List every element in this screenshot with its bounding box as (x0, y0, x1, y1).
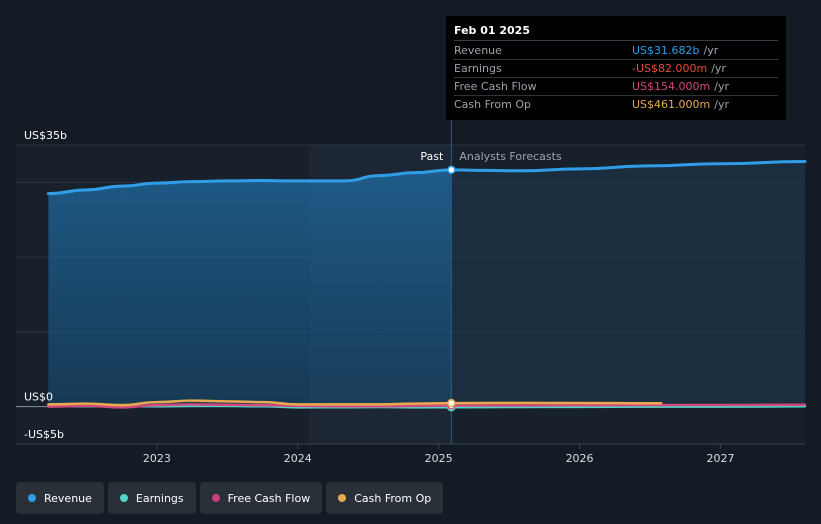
free-cash-flow-line (47, 403, 807, 409)
hover-markers (447, 165, 456, 412)
series-lines (46, 159, 807, 409)
tooltip-date: Feb 01 2025 (454, 22, 778, 41)
tooltip-row-earnings: Earnings -US$82.000m /yr (454, 60, 778, 78)
cash-from-op-line (47, 399, 663, 407)
revenue-area (48, 161, 805, 407)
revenue-area-forecast (451, 161, 805, 407)
legend-dot-icon (28, 494, 36, 502)
tooltip-unit: /yr (714, 80, 729, 93)
revenue-marker (447, 165, 456, 175)
chart-legend: Revenue Earnings Free Cash Flow Cash Fro… (16, 482, 444, 516)
tooltip-value: US$461.000m (632, 98, 711, 111)
legend-label: Cash From Op (354, 491, 432, 505)
y-axis-labels: US$35b US$0 -US$5b (24, 129, 67, 441)
data-tooltip: Feb 01 2025 Revenue US$31.682b /yr Earni… (446, 16, 786, 120)
past-label: Past (420, 150, 444, 163)
x-tick-label: 2025 (425, 452, 453, 465)
x-axis-ticks: 2023 2024 2025 2026 2027 (143, 444, 734, 465)
tooltip-label: Earnings (454, 62, 502, 75)
legend-dot-icon (338, 494, 347, 502)
tooltip-row-cash-from-op: Cash From Op US$461.000m /yr (454, 96, 778, 113)
y-axis-label: US$0 (24, 391, 53, 404)
tooltip-value: US$31.682b (632, 44, 700, 57)
tooltip-value: US$154.000m (632, 80, 711, 93)
legend-label: Free Cash Flow (227, 491, 311, 505)
legend-dot-icon (211, 494, 220, 502)
legend-dot-icon (119, 494, 128, 502)
y-axis-label: -US$5b (24, 428, 64, 441)
forecast-label: Analysts Forecasts (459, 150, 562, 163)
x-tick-label: 2026 (566, 452, 594, 465)
x-tick-label: 2023 (143, 452, 171, 465)
tooltip-value: -US$82.000m (632, 62, 708, 75)
tooltip-label: Revenue (454, 44, 502, 57)
x-tick-label: 2027 (706, 452, 734, 465)
x-tick-label: 2024 (284, 452, 312, 465)
tooltip-unit: /yr (711, 62, 726, 75)
legend-label: Revenue (44, 491, 92, 505)
financial-chart: Past Analysts Forecasts US$35b US$0 -US$5b… (16, 16, 807, 465)
tooltip-row-revenue: Revenue US$31.682b /yr (454, 42, 778, 60)
revenue-area-past (48, 169, 452, 407)
tooltip-row-free-cash-flow: Free Cash Flow US$154.000m /yr (454, 78, 778, 96)
tooltip-unit: /yr (714, 98, 729, 111)
revenue-line (46, 159, 807, 196)
tooltip-label: Free Cash Flow (454, 80, 537, 93)
tooltip-label: Cash From Op (454, 98, 532, 111)
legend-item-revenue[interactable]: Revenue (16, 482, 104, 514)
y-axis-label: US$35b (24, 129, 67, 142)
tooltip-unit: /yr (703, 44, 719, 57)
legend-label: Earnings (135, 491, 184, 505)
legend-item-earnings[interactable]: Earnings (107, 482, 196, 514)
legend-item-free-cash-flow[interactable]: Free Cash Flow (199, 482, 323, 514)
cash-from-op-marker (447, 398, 456, 408)
legend-item-cash-from-op[interactable]: Cash From Op (326, 482, 444, 514)
